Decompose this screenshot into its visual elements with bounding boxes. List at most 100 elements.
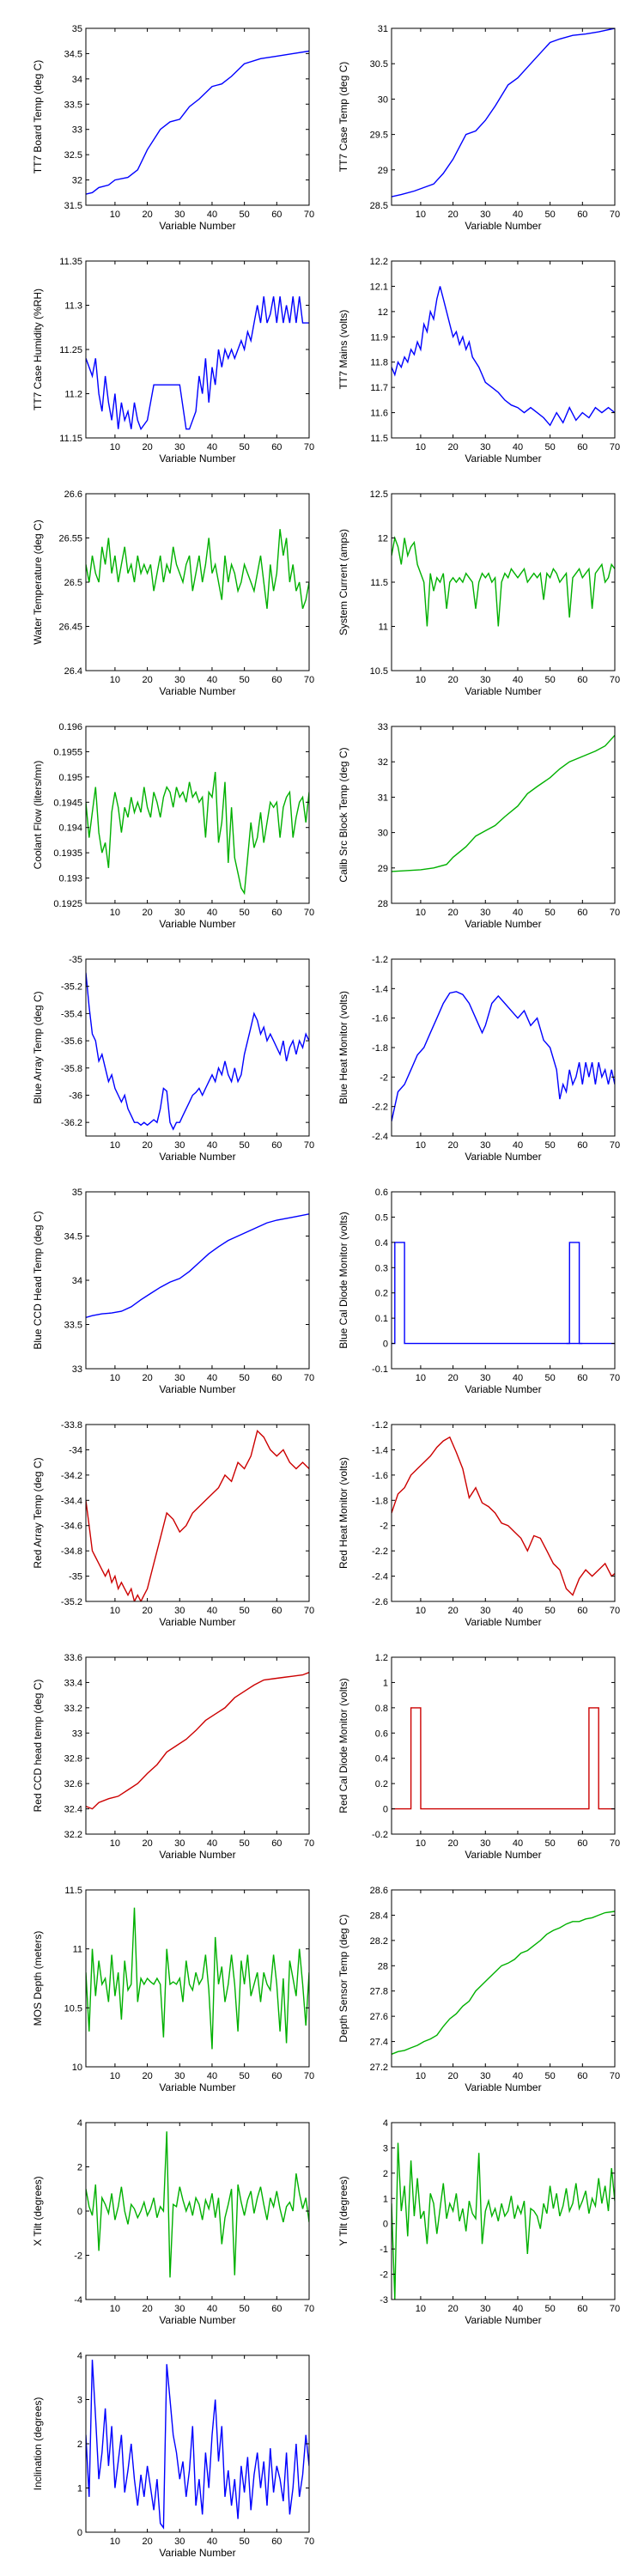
x-tick-label: 50 [545, 1838, 556, 1849]
x-tick-label: 40 [513, 2304, 523, 2314]
y-tick-label: -1 [380, 2245, 388, 2255]
y-tick-label: -35.8 [61, 1064, 82, 1074]
x-tick-label: 60 [577, 675, 587, 685]
x-tick-label: 40 [513, 675, 523, 685]
x-tick-label: 50 [545, 2304, 556, 2314]
subplot-13: 10 20 30 40 50 60 70 -35.2 -35 -34.8 -34.6 -34.4 -34… [32, 1420, 314, 1628]
x-tick-label: 30 [480, 2304, 490, 2314]
series-line-3-1 [86, 296, 309, 431]
x-tick-label: 40 [207, 2304, 217, 2314]
x-tick-label: 40 [207, 2071, 217, 2081]
subplot-14: 10 20 30 40 50 60 70 -2.6 -2.4 -2.2 -2 -1.8 -1.6 -1.4… [337, 1420, 620, 1628]
x-tick-label: 70 [610, 908, 620, 918]
y-tick-label: 0.195 [58, 773, 82, 783]
y-axis-label: Depth Sensor Temp (deg C) [337, 1914, 349, 2042]
y-tick-label: 1.2 [375, 1653, 388, 1663]
x-tick-label: 30 [174, 675, 185, 685]
subplot-2: 10 20 30 40 50 60 70 28.5 29 29.5 30 30.5 31 Variable… [337, 24, 620, 232]
y-axis-label: TT7 Case Temp (deg C) [337, 62, 349, 173]
x-tick-label: 40 [513, 210, 523, 220]
x-tick-label: 50 [240, 908, 250, 918]
x-tick-label: 10 [416, 1606, 426, 1616]
x-tick-label: 20 [142, 2304, 152, 2314]
y-tick-label: 2 [383, 2169, 388, 2179]
x-tick-label: 60 [271, 210, 282, 220]
y-tick-label: 0.1925 [53, 899, 82, 909]
x-tick-label: 60 [577, 1140, 587, 1151]
y-axis-label: Calib Src Block Temp (deg C) [337, 747, 349, 882]
y-tick-label: 11.5 [370, 434, 388, 444]
y-tick-label: 12.2 [370, 257, 388, 267]
x-tick-label: 70 [610, 1606, 620, 1616]
x-tick-label: 30 [174, 210, 185, 220]
series-line-15-1 [86, 1672, 309, 1810]
y-tick-label: 27.8 [370, 1987, 388, 1997]
y-tick-label: 28.5 [370, 201, 388, 211]
x-tick-label: 30 [174, 2537, 185, 2547]
y-tick-label: 0.196 [58, 722, 82, 732]
x-tick-label: 40 [207, 442, 217, 453]
x-axis-label: Variable Number [465, 2081, 541, 2093]
x-tick-label: 40 [513, 1373, 523, 1383]
y-tick-label: -35 [69, 1572, 82, 1583]
x-axis-label: Variable Number [465, 453, 541, 465]
y-tick-label: 1 [383, 2194, 388, 2204]
subplot-10: 10 20 30 40 50 60 70 -2.4 -2.2 -2 -1.8 -1.6 -1.4 -1.2… [337, 955, 620, 1163]
x-tick-label: 60 [577, 1606, 587, 1616]
subplot-11: 10 20 30 40 50 60 70 33 33.5 34 34.5 35 Variable Num… [32, 1188, 314, 1395]
y-tick-label: -2 [380, 1522, 388, 1532]
series-line-5-1 [86, 529, 309, 610]
y-tick-label: 27.4 [370, 2038, 388, 2048]
y-tick-label: 33 [378, 722, 388, 732]
x-tick-label: 30 [480, 210, 490, 220]
y-tick-label: 33 [72, 1728, 82, 1739]
y-tick-label: -1.6 [372, 1014, 388, 1024]
x-tick-label: 60 [271, 1606, 282, 1616]
x-tick-label: 60 [271, 2537, 282, 2547]
x-tick-label: 10 [110, 1140, 120, 1151]
subplot-17: 10 20 30 40 50 60 70 10 10.5 11 11.5 Variable Numbe… [32, 1886, 314, 2093]
x-tick-label: 10 [416, 442, 426, 453]
y-tick-label: 28.6 [370, 1886, 388, 1896]
x-tick-label: 10 [416, 908, 426, 918]
y-axis-label: Blue Cal Diode Monitor (volts) [337, 1212, 349, 1348]
y-tick-label: 0.4 [375, 1754, 388, 1765]
x-tick-label: 20 [447, 442, 458, 453]
y-tick-label: 33 [72, 125, 82, 136]
y-axis-label: Blue Heat Monitor (volts) [337, 991, 349, 1104]
y-tick-label: -1.4 [372, 1445, 388, 1455]
x-tick-label: 60 [577, 2304, 587, 2314]
x-tick-label: 50 [240, 2304, 250, 2314]
y-tick-label: -2.2 [372, 1103, 388, 1113]
series-line-8-1 [392, 734, 615, 872]
x-axis-label: Variable Number [159, 2081, 235, 2093]
x-tick-label: 50 [240, 2537, 250, 2547]
y-tick-label: -2 [74, 2251, 82, 2262]
x-tick-label: 70 [610, 2304, 620, 2314]
subplot-12: 10 20 30 40 50 60 70 -0.1 0 0.1 0.2 0.3 0.4 0.5 0.6 Var… [337, 1188, 620, 1395]
plot-frame [85, 260, 310, 439]
series-line-16-1 [392, 1707, 615, 1810]
y-tick-label: 28.2 [370, 1936, 388, 1947]
subplot-9: 10 20 30 40 50 60 70 -36.2 -36 -35.8 -35.6 -35.4 -35… [32, 955, 314, 1163]
x-tick-label: 20 [142, 210, 152, 220]
y-tick-label: 11.15 [59, 434, 82, 444]
x-tick-label: 20 [142, 2537, 152, 2547]
y-tick-label: 29 [378, 864, 388, 874]
x-tick-label: 10 [416, 2304, 426, 2314]
y-tick-label: 30.5 [370, 59, 388, 70]
y-tick-label: 0.4 [375, 1238, 388, 1249]
y-tick-label: 0.8 [375, 1704, 388, 1714]
x-tick-label: 20 [142, 1140, 152, 1151]
plot-frame [391, 1656, 616, 1835]
y-axis-label: TT7 Mains (volts) [337, 310, 349, 390]
y-tick-label: 11.35 [59, 257, 82, 267]
x-tick-label: 60 [271, 1373, 282, 1383]
x-axis-label: Variable Number [465, 220, 541, 232]
y-tick-label: -1.6 [372, 1471, 388, 1481]
x-tick-label: 30 [174, 908, 185, 918]
x-axis-label: Variable Number [465, 2314, 541, 2326]
series-line-12-2 [566, 1242, 583, 1345]
y-tick-label: -35.6 [61, 1036, 82, 1047]
x-tick-label: 70 [304, 1838, 314, 1849]
